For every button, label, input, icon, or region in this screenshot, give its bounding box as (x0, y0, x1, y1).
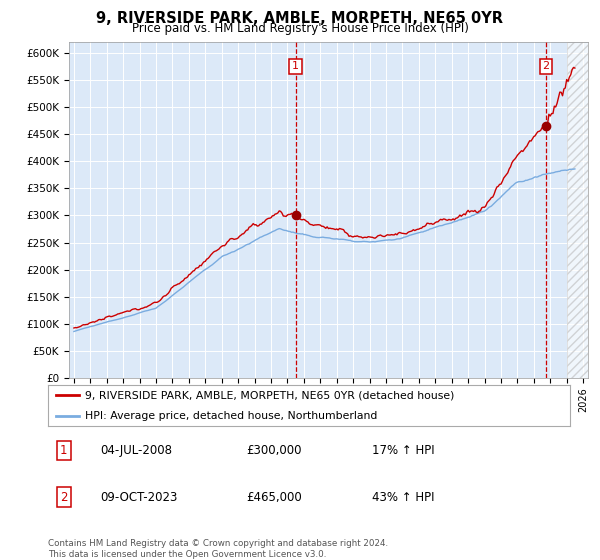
Text: Price paid vs. HM Land Registry's House Price Index (HPI): Price paid vs. HM Land Registry's House … (131, 22, 469, 35)
Text: 9, RIVERSIDE PARK, AMBLE, MORPETH, NE65 0YR (detached house): 9, RIVERSIDE PARK, AMBLE, MORPETH, NE65 … (85, 390, 454, 400)
Text: 1: 1 (60, 444, 67, 457)
Text: 43% ↑ HPI: 43% ↑ HPI (371, 491, 434, 504)
Text: Contains HM Land Registry data © Crown copyright and database right 2024.
This d: Contains HM Land Registry data © Crown c… (48, 539, 388, 559)
Text: 2: 2 (542, 62, 550, 71)
Bar (566, 42, 588, 378)
Text: 17% ↑ HPI: 17% ↑ HPI (371, 444, 434, 457)
Text: 2: 2 (60, 491, 67, 504)
Text: £300,000: £300,000 (247, 444, 302, 457)
Text: 9, RIVERSIDE PARK, AMBLE, MORPETH, NE65 0YR: 9, RIVERSIDE PARK, AMBLE, MORPETH, NE65 … (97, 11, 503, 26)
Text: HPI: Average price, detached house, Northumberland: HPI: Average price, detached house, Nort… (85, 410, 377, 421)
Text: 1: 1 (292, 62, 299, 71)
Text: 04-JUL-2008: 04-JUL-2008 (100, 444, 172, 457)
Text: £465,000: £465,000 (247, 491, 302, 504)
Text: 09-OCT-2023: 09-OCT-2023 (100, 491, 178, 504)
